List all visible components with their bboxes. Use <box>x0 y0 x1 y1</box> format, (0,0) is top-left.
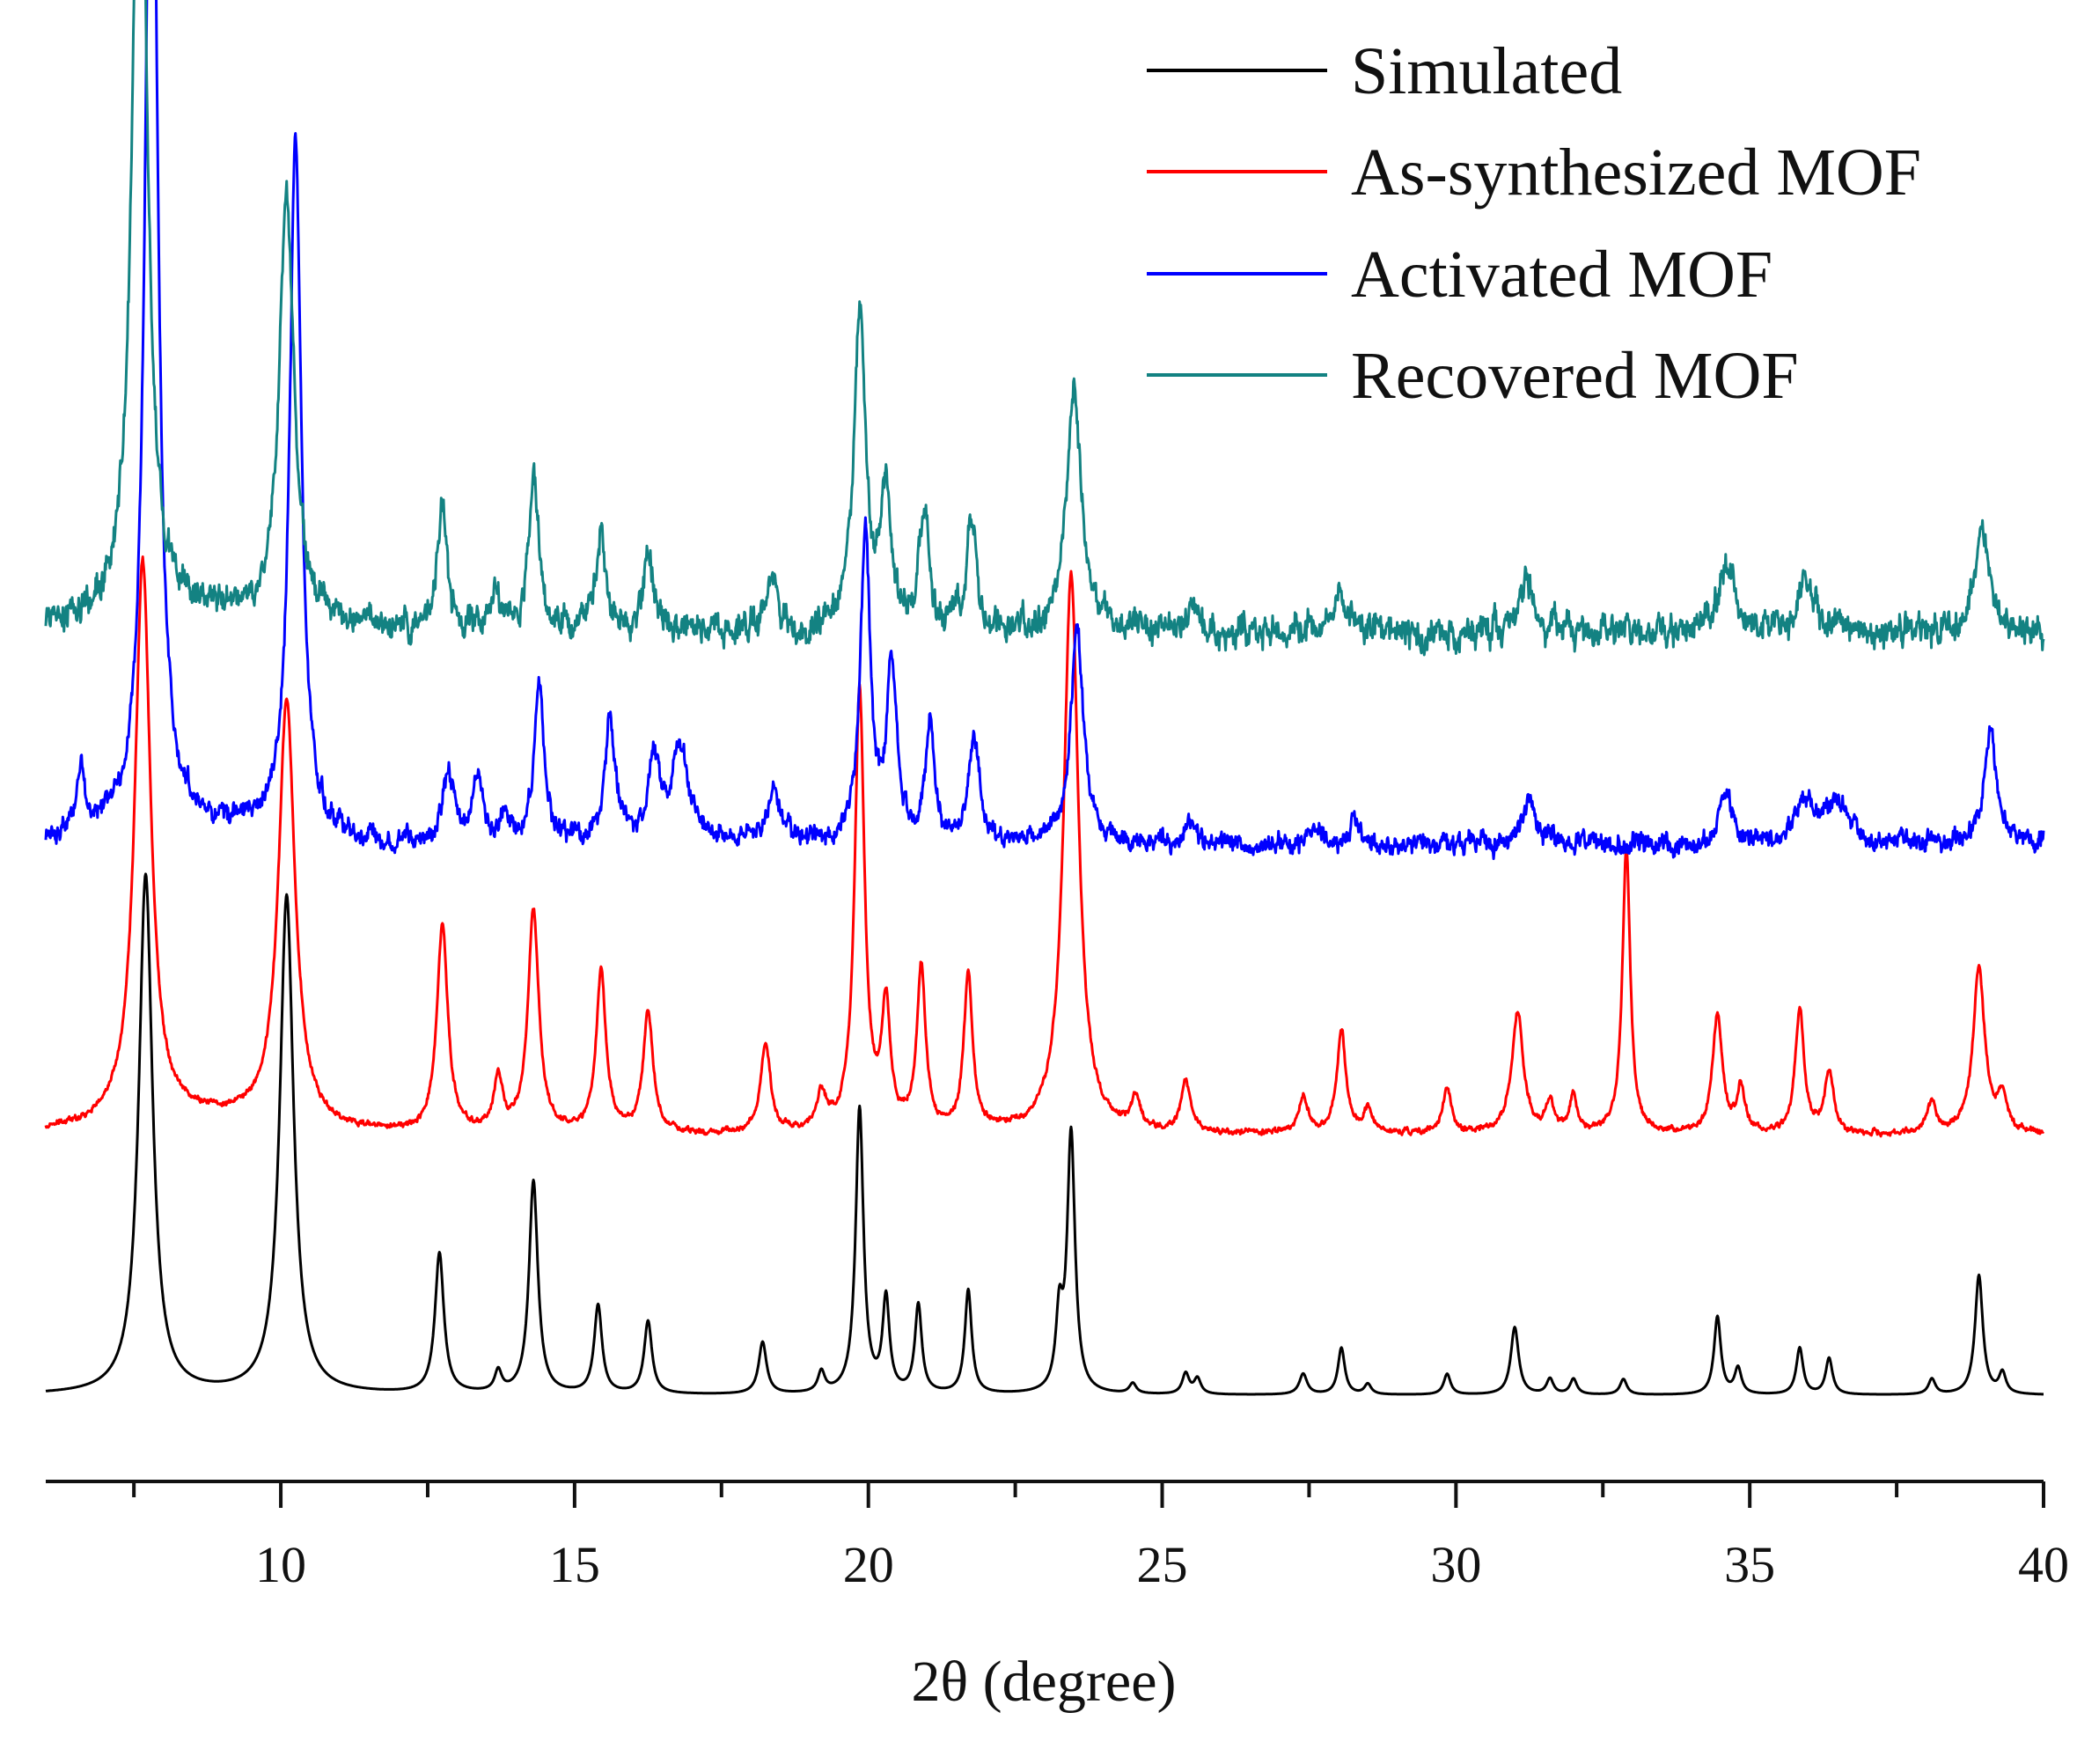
legend-label: Recovered MOF <box>1351 339 1799 413</box>
x-axis-ticks: 10 15 20 25 30 35 40 <box>132 1481 2069 1593</box>
series-line-2 <box>44 555 2045 1138</box>
x-tick-label: 25 <box>1137 1536 1188 1593</box>
x-tick-label: 30 <box>1430 1536 1481 1593</box>
legend-label: Activated MOF <box>1351 238 1772 312</box>
legend: Simulated As-synthesized MOF Activated MOF… <box>1147 34 1921 413</box>
series-line-1 <box>45 872 2044 1396</box>
x-axis: 10 15 20 25 30 35 40 <box>46 1480 2069 1593</box>
x-tick-label: 15 <box>549 1536 600 1593</box>
legend-label: Simulated <box>1351 34 1622 108</box>
x-tick-label: 20 <box>843 1536 894 1593</box>
series-line-3 <box>44 0 2045 861</box>
x-tick-label: 40 <box>2018 1536 2069 1593</box>
x-tick-label: 35 <box>1724 1536 1775 1593</box>
series-layer <box>44 0 2045 1396</box>
x-tick-label: 10 <box>255 1536 306 1593</box>
x-axis-title: 2θ (degree) <box>912 1650 1177 1714</box>
series-line-4 <box>44 0 2045 657</box>
legend-label: As-synthesized MOF <box>1351 136 1921 209</box>
